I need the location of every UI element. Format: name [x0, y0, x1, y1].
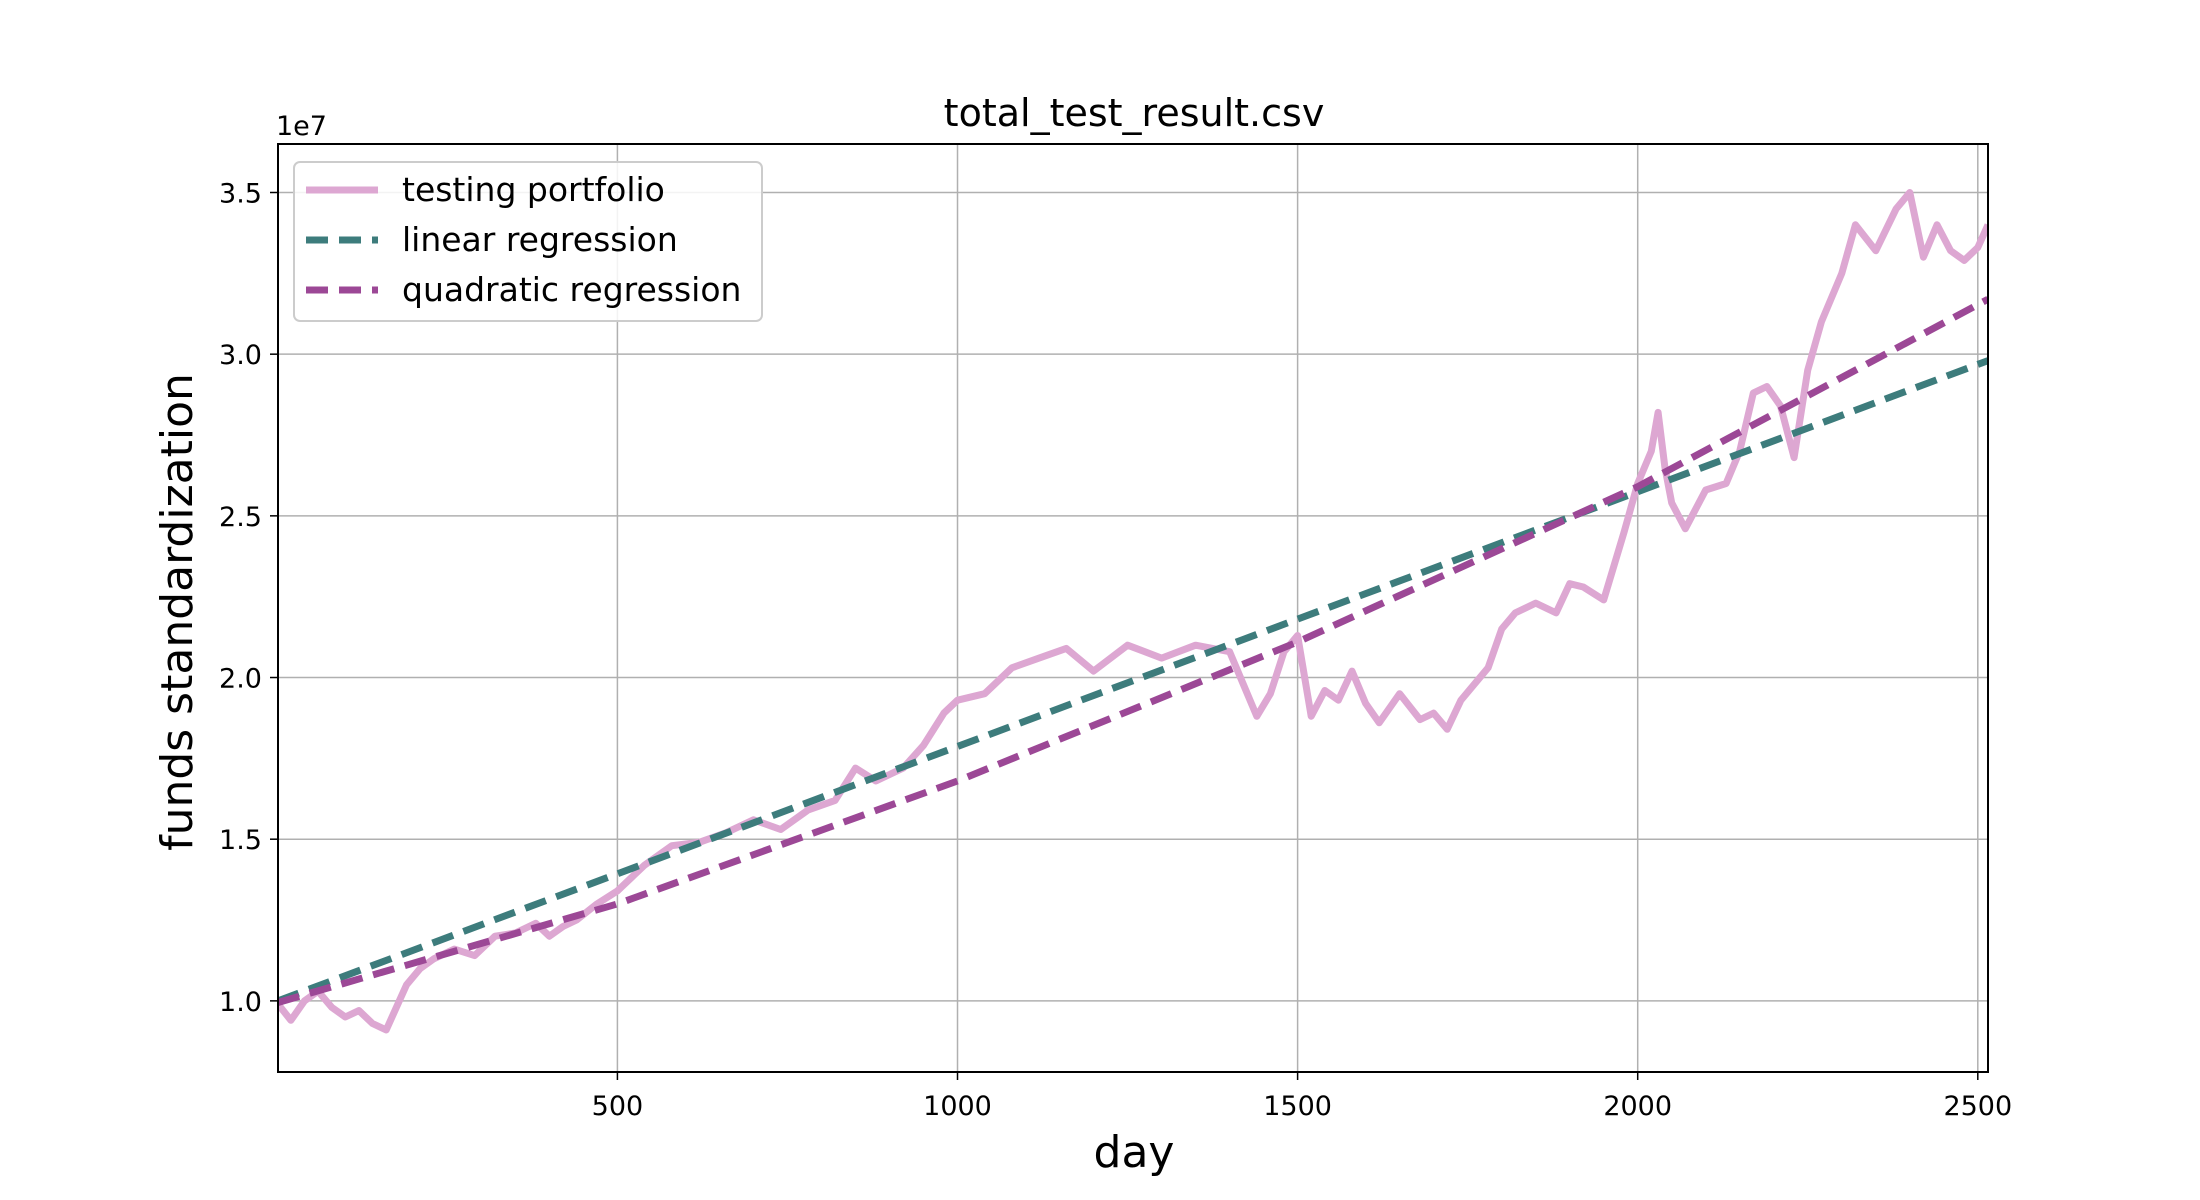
legend-label-linear-regression: linear regression [402, 220, 678, 259]
y-tick-label: 2.5 [219, 502, 262, 533]
x-tick-label: 1000 [923, 1091, 992, 1122]
legend-box [293, 161, 763, 322]
plot-frame [277, 143, 1989, 1073]
y-tick-label: 2.0 [219, 664, 262, 695]
legend: testing portfolio linear regression quad… [293, 161, 763, 322]
y-tick-label: 1.0 [219, 987, 262, 1018]
legend-label-quadratic-regression: quadratic regression [402, 270, 741, 309]
series-layer [278, 189, 1988, 1034]
x-axis-label: day [1094, 1127, 1175, 1178]
series-quadratic-regression-line [278, 296, 1988, 1006]
ticks: 500 1000 1500 2000 2500 1.0 1.5 2.0 2.5 3.0 3.5 [219, 179, 2012, 1122]
x-tick-label: 1500 [1263, 1091, 1332, 1122]
y-tick-label: 1.5 [219, 825, 262, 856]
chart-title: total_test_result.csv [944, 91, 1325, 135]
y-tick-label: 3.5 [219, 179, 262, 210]
legend-label-testing-portfolio: testing portfolio [402, 170, 665, 209]
x-tick-label: 500 [592, 1091, 644, 1122]
x-tick-label: 2000 [1603, 1091, 1672, 1122]
y-tick-label: 3.0 [219, 340, 262, 371]
x-tick-label: 2500 [1943, 1091, 2012, 1122]
y-axis-label: funds standardization [152, 373, 203, 851]
y-offset-label: 1e7 [276, 111, 327, 142]
series-linear-regression-line [278, 357, 1988, 1005]
